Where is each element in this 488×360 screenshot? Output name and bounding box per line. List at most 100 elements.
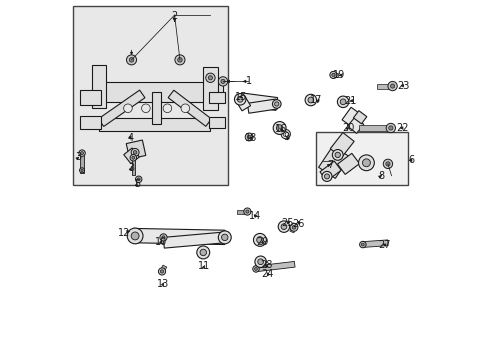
Polygon shape xyxy=(376,84,389,89)
Circle shape xyxy=(337,96,348,108)
Circle shape xyxy=(359,241,366,248)
Polygon shape xyxy=(289,223,297,233)
Text: 28: 28 xyxy=(259,260,272,270)
Circle shape xyxy=(283,132,287,136)
Polygon shape xyxy=(98,90,144,126)
Text: 12: 12 xyxy=(117,228,130,238)
Circle shape xyxy=(361,243,364,246)
Circle shape xyxy=(362,159,369,167)
Circle shape xyxy=(81,152,83,154)
Text: 27: 27 xyxy=(377,239,390,249)
Circle shape xyxy=(334,152,340,158)
Circle shape xyxy=(289,224,297,231)
Text: 5: 5 xyxy=(134,179,140,189)
Circle shape xyxy=(386,123,395,133)
Circle shape xyxy=(331,73,334,77)
Circle shape xyxy=(177,58,182,62)
Circle shape xyxy=(247,135,250,139)
Text: 3: 3 xyxy=(128,163,134,173)
Text: 10: 10 xyxy=(155,237,167,247)
Circle shape xyxy=(127,228,142,244)
Bar xyxy=(73,6,228,185)
Text: 20: 20 xyxy=(342,123,354,133)
Circle shape xyxy=(385,162,389,166)
Circle shape xyxy=(81,169,83,171)
Polygon shape xyxy=(208,117,224,129)
Text: 19: 19 xyxy=(333,70,345,80)
Polygon shape xyxy=(318,146,349,179)
Circle shape xyxy=(257,259,263,265)
Circle shape xyxy=(175,55,184,65)
Polygon shape xyxy=(123,148,139,164)
Polygon shape xyxy=(99,118,210,131)
Polygon shape xyxy=(168,90,211,126)
Text: 11: 11 xyxy=(198,261,210,271)
Text: 3: 3 xyxy=(75,152,81,162)
Polygon shape xyxy=(80,116,101,129)
Polygon shape xyxy=(359,126,387,131)
Circle shape xyxy=(245,210,248,213)
Text: 14: 14 xyxy=(248,211,261,221)
Polygon shape xyxy=(97,82,223,102)
Polygon shape xyxy=(237,210,247,215)
Text: 24: 24 xyxy=(261,269,273,279)
Polygon shape xyxy=(152,92,161,125)
Circle shape xyxy=(387,81,396,91)
Polygon shape xyxy=(80,151,83,173)
Text: 21: 21 xyxy=(344,96,356,106)
Circle shape xyxy=(281,130,290,139)
Text: 26: 26 xyxy=(291,219,304,229)
Polygon shape xyxy=(208,92,224,103)
Polygon shape xyxy=(337,153,359,174)
Circle shape xyxy=(388,126,392,130)
Polygon shape xyxy=(131,157,135,175)
Circle shape xyxy=(221,79,224,84)
Polygon shape xyxy=(319,161,341,181)
Polygon shape xyxy=(163,232,225,248)
Circle shape xyxy=(244,208,250,215)
Circle shape xyxy=(142,104,150,113)
Circle shape xyxy=(163,104,171,113)
Text: 6: 6 xyxy=(407,155,413,165)
Text: 1: 1 xyxy=(245,76,251,86)
Polygon shape xyxy=(126,140,145,159)
Polygon shape xyxy=(254,261,294,272)
Circle shape xyxy=(80,168,84,173)
Polygon shape xyxy=(80,90,101,105)
Circle shape xyxy=(131,232,139,240)
Circle shape xyxy=(276,125,282,131)
Circle shape xyxy=(244,133,253,141)
Circle shape xyxy=(332,149,343,160)
Polygon shape xyxy=(247,99,277,113)
Circle shape xyxy=(254,256,266,267)
Circle shape xyxy=(305,94,316,106)
Circle shape xyxy=(131,148,139,156)
Polygon shape xyxy=(362,240,387,247)
Circle shape xyxy=(254,267,257,270)
Text: 18: 18 xyxy=(244,133,257,143)
Circle shape xyxy=(123,104,132,113)
Circle shape xyxy=(340,99,346,105)
Circle shape xyxy=(383,159,392,168)
Circle shape xyxy=(126,55,136,65)
Circle shape xyxy=(79,150,85,156)
Circle shape xyxy=(132,156,135,159)
Circle shape xyxy=(133,150,137,154)
Text: 29: 29 xyxy=(256,237,268,247)
Text: 16: 16 xyxy=(275,125,287,134)
Circle shape xyxy=(130,154,136,161)
Circle shape xyxy=(160,234,167,241)
Circle shape xyxy=(292,226,295,229)
Text: 23: 23 xyxy=(396,81,408,91)
Circle shape xyxy=(324,174,329,179)
Circle shape xyxy=(329,71,336,78)
Text: 15: 15 xyxy=(234,92,246,102)
Text: 9: 9 xyxy=(283,132,289,142)
Polygon shape xyxy=(347,117,363,133)
Text: 2: 2 xyxy=(171,11,177,21)
Polygon shape xyxy=(333,73,338,77)
Circle shape xyxy=(237,96,243,102)
Circle shape xyxy=(158,268,165,275)
Circle shape xyxy=(278,221,289,232)
Circle shape xyxy=(273,122,285,134)
